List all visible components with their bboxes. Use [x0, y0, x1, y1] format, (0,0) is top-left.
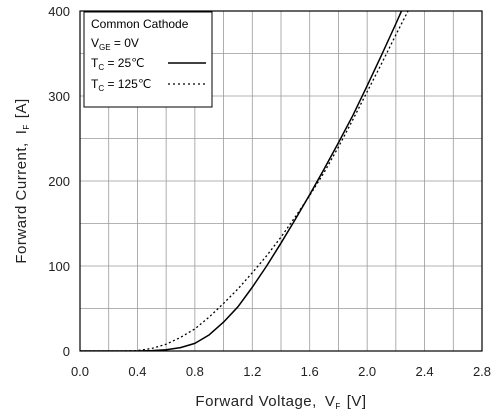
x-tick-label: 0.4 [128, 364, 146, 379]
y-tick-label: 200 [48, 174, 70, 189]
series-layer [80, 11, 409, 351]
legend-box [83, 11, 213, 108]
legend-entry-125c: TC = 125℃ [91, 77, 151, 93]
x-axis-title: Forward Voltage, VF [V] [195, 393, 366, 411]
x-tick-label: 1.6 [301, 364, 319, 379]
y-tick-label: 0 [63, 344, 70, 359]
legend-entry-25c: TC = 25℃ [91, 56, 145, 72]
x-tick-label: 0.0 [71, 364, 89, 379]
grid [80, 11, 482, 351]
y-tick-label: 400 [48, 4, 70, 19]
x-tick-label: 2.4 [416, 364, 434, 379]
legend-title: Common Cathode [91, 17, 189, 31]
y-tick-labels: 0 100 200 300 400 [48, 4, 70, 359]
x-tick-labels: 0.0 0.4 0.8 1.2 1.6 2.0 2.4 2.8 [71, 364, 491, 379]
x-tick-label: 2.0 [358, 364, 376, 379]
y-tick-label: 100 [48, 259, 70, 274]
y-tick-label: 300 [48, 89, 70, 104]
series-line-25c [80, 11, 403, 351]
legend-condition: VGE = 0V [91, 36, 139, 52]
y-axis-title: Forward Current,IF[A] [13, 98, 31, 263]
legend: Common Cathode VGE = 0V TC = 25℃ TC = 12… [83, 11, 213, 108]
plot-frame [79, 10, 483, 352]
x-tick-label: 2.8 [473, 364, 491, 379]
x-tick-label: 0.8 [186, 364, 204, 379]
x-tick-label: 1.2 [243, 364, 261, 379]
